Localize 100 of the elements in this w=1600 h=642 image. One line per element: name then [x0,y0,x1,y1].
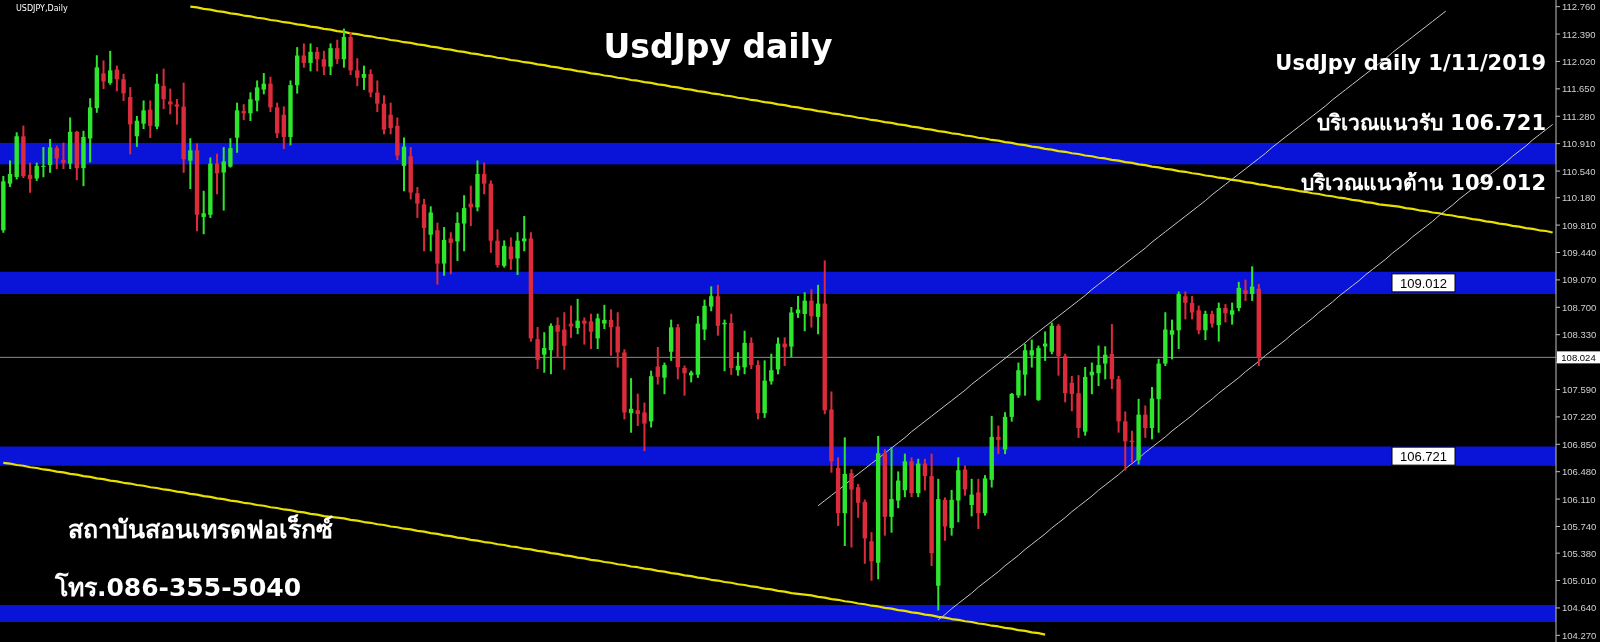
y-tick-label: 106.110 [1562,493,1596,505]
y-tick-label: 105.380 [1562,547,1597,559]
candlestick [174,98,180,125]
band-label: 106.721 [1400,449,1447,465]
y-tick-label: 112.020 [1562,55,1596,67]
candlestick [441,227,447,276]
candlestick [168,88,173,115]
candlestick [1229,302,1235,325]
y-tick-label: 110.540 [1562,165,1596,177]
candlestick [41,147,46,178]
candlestick [121,73,126,101]
candlestick [642,402,647,452]
y-tick-label: 110.910 [1562,138,1596,150]
candlestick [1203,310,1208,341]
candlestick [1009,392,1014,422]
candlestick [308,43,313,72]
y-tick-label: 112.760 [1562,1,1596,13]
candlestick [849,469,854,548]
band-label: 109.012 [1400,275,1447,291]
candlestick [101,60,106,90]
ref-line-label: 108.024 [1561,351,1596,363]
annotation: โทร.086-355-5040 [53,572,302,602]
candlestick [455,212,460,261]
candlestick [141,100,146,130]
candlestick [869,532,874,581]
candlestick [254,80,260,112]
annotation: บริเวณแนวต้าน 109.012 [1301,171,1546,195]
y-tick-label: 104.640 [1562,602,1597,614]
y-tick-label: 112.390 [1562,28,1596,40]
y-tick-label: 110.180 [1562,192,1596,204]
y-tick-label: 105.010 [1562,575,1597,587]
candlestick [976,478,981,529]
y-tick-label: 107.590 [1562,383,1597,395]
annotation: UsdJpy daily 1/11/2019 [1275,51,1546,75]
y-tick-label: 106.850 [1562,438,1597,450]
candlestick [595,313,600,350]
candlestick [749,337,754,370]
candlestick [709,286,714,312]
candlestick [228,138,233,168]
annotation: USDJPY,Daily [16,4,69,13]
candlestick [1216,302,1221,342]
line-series [2,461,1047,636]
y-tick-label: 107.220 [1562,411,1597,423]
candlestick [535,327,540,370]
candlestick [268,76,273,113]
candlestick [201,190,206,235]
candlestick [542,332,547,373]
candlestick [448,232,453,275]
candlestick [1183,291,1188,320]
candlestick [896,471,901,509]
candlestick [502,240,507,268]
candlestick [188,138,193,190]
candlestick [421,198,427,252]
candlestick [261,73,266,95]
candlestick [1236,281,1241,312]
candlestick [568,305,574,338]
candlestick [481,162,487,195]
y-tick-label: 109.440 [1562,247,1597,259]
y-tick-label: 108.330 [1562,329,1597,341]
candlestick [662,362,667,395]
candlestick [582,317,587,345]
candlestick [161,68,166,110]
candlestick [368,69,373,98]
candlestick [107,50,113,85]
candlestick [428,206,433,252]
y-tick-label: 104.270 [1562,629,1597,641]
y-tick-label: 109.070 [1562,274,1597,286]
candlestick [522,215,527,252]
candlestick [248,92,253,121]
candlestick [809,289,814,328]
y-tick-label: 105.740 [1562,520,1597,532]
candlestick [682,365,687,396]
candlestick [562,312,567,370]
candlestick [515,232,520,275]
candlestick [588,313,594,350]
candlestick [702,299,707,341]
candlestick [1123,411,1128,471]
y-tick-label: 109.810 [1562,219,1597,231]
candlestick [355,58,360,87]
y-tick-label: 108.700 [1562,301,1597,313]
y-tick-label: 111.650 [1562,83,1595,95]
y-tick-label: 106.480 [1562,466,1597,478]
candlestick [1096,345,1101,387]
y-tick-label: 111.280 [1562,110,1595,122]
candlestick [328,43,333,76]
candlestick [1042,331,1048,361]
candlestick [321,50,327,76]
candlestick [962,465,968,496]
candlestick [769,353,774,385]
candlestick [1196,305,1201,335]
candlestick [221,147,226,211]
candlestick [361,65,367,90]
candlestick [996,425,1001,455]
candlestick [1069,375,1075,412]
annotation: สถาบันสอนเทรดฟอเร็กซ์ [67,514,333,544]
candlestick [335,39,340,64]
line-series [189,5,1554,234]
candlestick [375,80,380,113]
candlestick [47,138,53,173]
candlestick [388,102,393,135]
